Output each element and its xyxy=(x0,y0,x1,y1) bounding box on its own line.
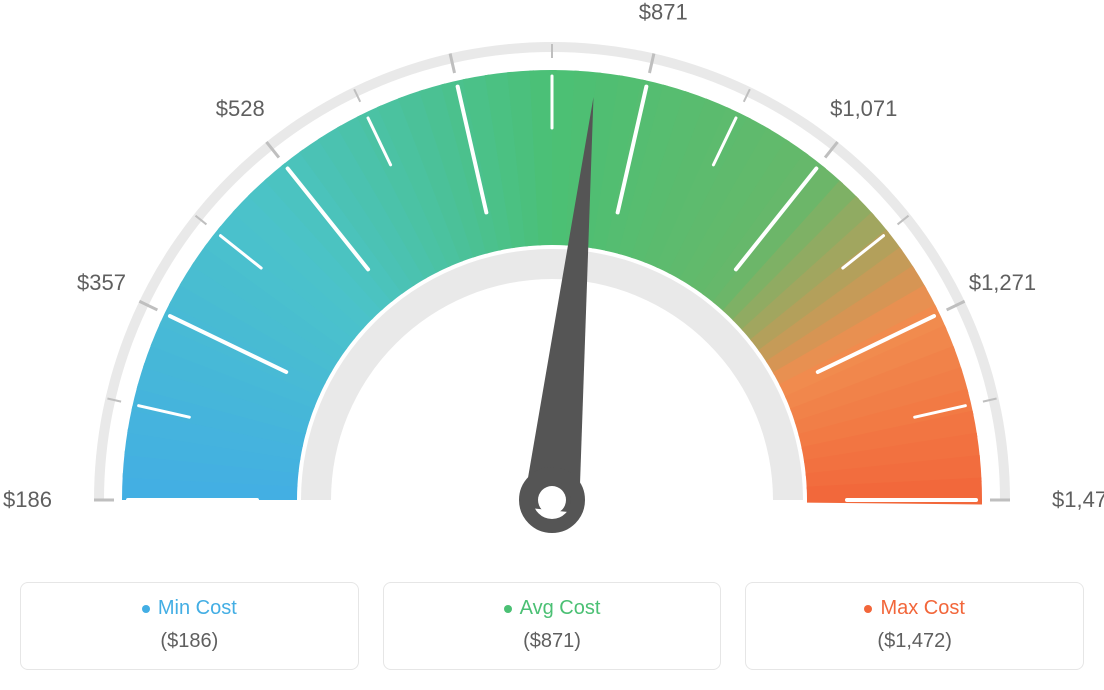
legend-title-max: Max Cost xyxy=(864,597,964,620)
legend-value-avg: ($871) xyxy=(394,630,711,653)
legend-label-max: Max Cost xyxy=(880,597,964,620)
svg-text:$1,071: $1,071 xyxy=(830,96,897,121)
svg-text:$186: $186 xyxy=(3,487,52,512)
cost-gauge: $186 $357 $528 $871 $1,071 $1,271 $1,472 xyxy=(0,0,1104,560)
legend-card-max: Max Cost ($1,472) xyxy=(745,582,1084,670)
legend-dot-max xyxy=(864,605,872,613)
legend-dot-min xyxy=(142,605,150,613)
legend-label-avg: Avg Cost xyxy=(520,597,601,620)
legend-row: Min Cost ($186) Avg Cost ($871) Max Cost… xyxy=(20,582,1084,670)
legend-title-avg: Avg Cost xyxy=(504,597,601,620)
legend-card-avg: Avg Cost ($871) xyxy=(383,582,722,670)
svg-text:$528: $528 xyxy=(216,96,265,121)
svg-text:$871: $871 xyxy=(639,0,688,25)
legend-value-max: ($1,472) xyxy=(756,630,1073,653)
legend-title-min: Min Cost xyxy=(142,597,237,620)
legend-dot-avg xyxy=(504,605,512,613)
legend-card-min: Min Cost ($186) xyxy=(20,582,359,670)
legend-value-min: ($186) xyxy=(31,630,348,653)
gauge-svg: $186 $357 $528 $871 $1,071 $1,271 $1,472 xyxy=(0,0,1104,560)
svg-text:$1,472: $1,472 xyxy=(1052,487,1104,512)
legend-label-min: Min Cost xyxy=(158,597,237,620)
svg-text:$1,271: $1,271 xyxy=(969,270,1036,295)
svg-text:$357: $357 xyxy=(77,270,126,295)
